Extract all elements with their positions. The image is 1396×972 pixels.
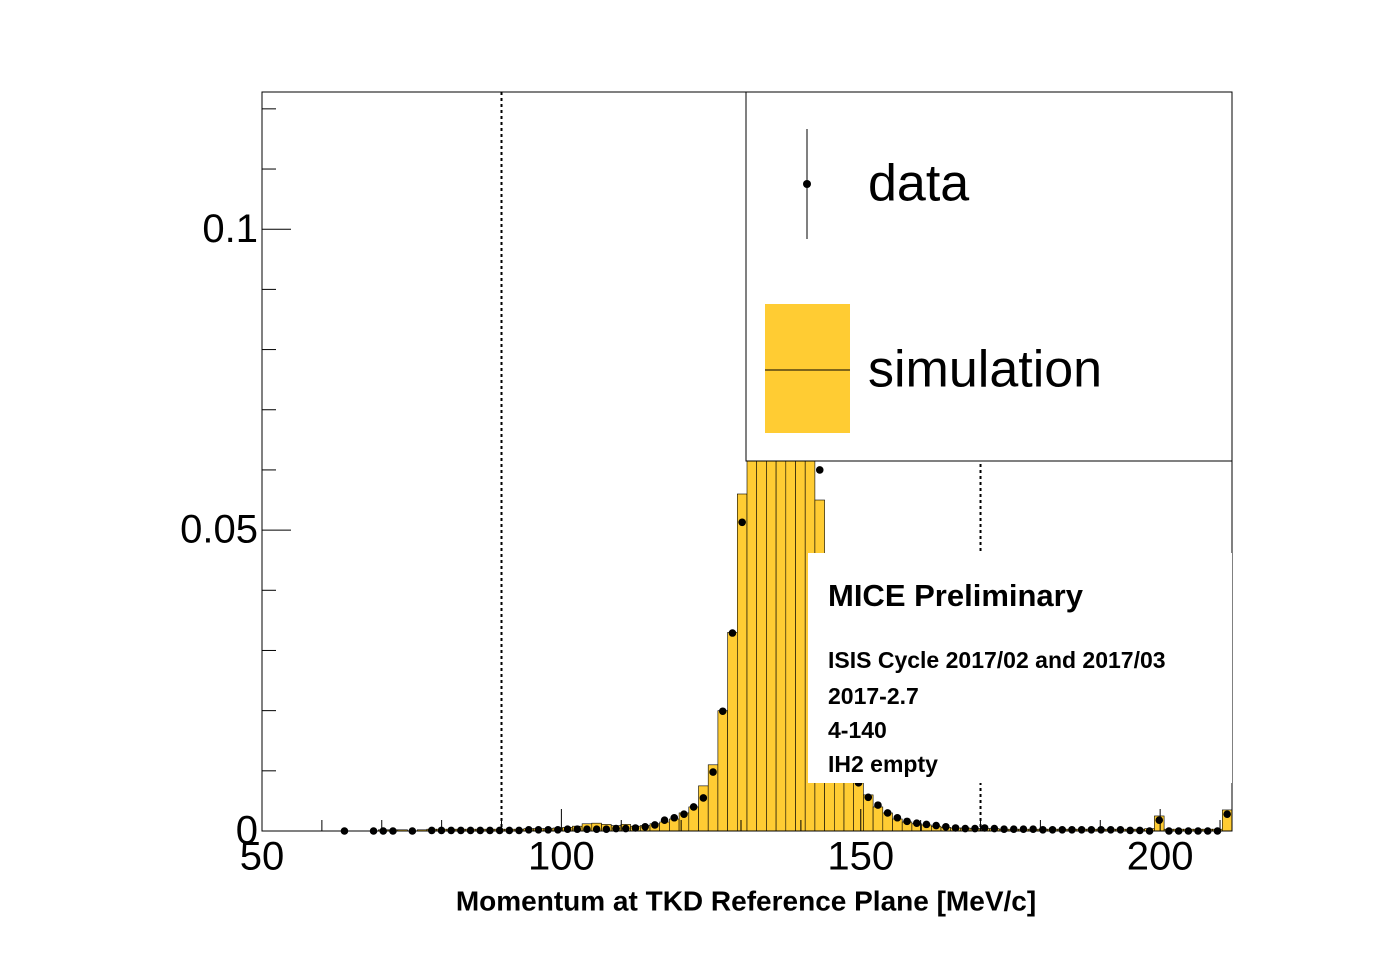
data-point bbox=[699, 794, 708, 802]
data-point bbox=[524, 825, 533, 834]
data-point bbox=[980, 824, 989, 832]
annotation: 2017-2.7 bbox=[828, 683, 919, 709]
data-point bbox=[1116, 825, 1125, 834]
data-point bbox=[1106, 825, 1115, 834]
sim-bar bbox=[736, 493, 748, 832]
data-point bbox=[971, 824, 979, 833]
legend-swatch bbox=[765, 304, 850, 433]
data-point bbox=[922, 820, 931, 829]
data-point bbox=[447, 826, 455, 835]
data-point bbox=[912, 819, 921, 827]
data-point bbox=[621, 824, 630, 833]
x-tick-label: 150 bbox=[827, 835, 894, 879]
annotation: ISIS Cycle 2017/02 and 2017/03 bbox=[828, 647, 1166, 673]
data-point bbox=[457, 826, 465, 835]
data-point bbox=[728, 629, 737, 637]
sim-bar bbox=[746, 409, 757, 832]
data-point bbox=[573, 825, 582, 833]
data-point bbox=[903, 817, 911, 826]
data-point bbox=[544, 825, 552, 834]
y-tick-label: 0.1 bbox=[202, 207, 258, 251]
data-point bbox=[680, 810, 688, 818]
annotation: 4-140 bbox=[828, 717, 887, 743]
annotation: MICE Preliminary bbox=[828, 578, 1084, 613]
data-point bbox=[932, 821, 940, 830]
data-point bbox=[942, 822, 950, 831]
data-point bbox=[1087, 825, 1096, 834]
data-point bbox=[1155, 816, 1164, 824]
data-point bbox=[476, 826, 485, 835]
x-tick-label: 50 bbox=[240, 835, 285, 879]
data-point bbox=[1019, 825, 1028, 833]
data-point bbox=[961, 824, 970, 833]
legend-label: data bbox=[868, 155, 969, 213]
y-tick-label: 0.05 bbox=[180, 508, 258, 552]
data-point bbox=[864, 793, 873, 802]
data-point bbox=[990, 824, 999, 833]
data-point bbox=[534, 825, 543, 834]
data-point bbox=[1223, 810, 1231, 818]
y-tick-label: 0 bbox=[236, 809, 258, 853]
data-point bbox=[427, 826, 436, 835]
data-point bbox=[1136, 826, 1144, 835]
data-point bbox=[505, 826, 514, 835]
data-point bbox=[631, 824, 640, 832]
data-point bbox=[641, 822, 649, 831]
data-point bbox=[583, 825, 591, 833]
data-point bbox=[660, 816, 669, 824]
data-point bbox=[592, 825, 601, 833]
data-point bbox=[893, 813, 902, 822]
sim-bar bbox=[698, 785, 709, 832]
sim-bar bbox=[853, 782, 864, 832]
data-point bbox=[718, 707, 727, 716]
data-point bbox=[1068, 825, 1076, 834]
sim-bar bbox=[872, 806, 884, 832]
annotation-box bbox=[808, 553, 1232, 783]
x-tick-label: 200 bbox=[1127, 835, 1194, 879]
data-point bbox=[709, 768, 717, 776]
data-point bbox=[738, 518, 746, 527]
data-point bbox=[1077, 825, 1086, 834]
sim-bar bbox=[717, 710, 728, 832]
data-point bbox=[670, 813, 679, 822]
data-point bbox=[883, 809, 892, 817]
sim-bar bbox=[727, 632, 738, 832]
data-point bbox=[486, 826, 494, 835]
x-tick-label: 100 bbox=[528, 835, 595, 879]
data-point bbox=[554, 825, 562, 834]
data-point bbox=[1000, 825, 1008, 833]
x-axis-title: Momentum at TKD Reference Plane [MeV/c] bbox=[456, 885, 1036, 916]
data-point bbox=[1029, 825, 1037, 833]
annotation: IH2 empty bbox=[828, 751, 938, 777]
data-point bbox=[874, 801, 882, 809]
legend-label: simulation bbox=[868, 341, 1102, 399]
legend-marker bbox=[803, 180, 811, 188]
data-point bbox=[1039, 825, 1047, 834]
data-point bbox=[689, 803, 698, 811]
data-point bbox=[815, 466, 824, 474]
data-point bbox=[515, 826, 523, 835]
data-point bbox=[466, 826, 475, 835]
data-point bbox=[651, 821, 659, 829]
data-point bbox=[951, 824, 960, 832]
data-point bbox=[1048, 825, 1057, 834]
data-point bbox=[1097, 825, 1105, 834]
data-point bbox=[1058, 825, 1067, 834]
data-point bbox=[612, 824, 620, 833]
data-point bbox=[563, 825, 572, 833]
data-point bbox=[1126, 826, 1134, 835]
data-point bbox=[1009, 825, 1018, 833]
data-point bbox=[602, 825, 611, 833]
